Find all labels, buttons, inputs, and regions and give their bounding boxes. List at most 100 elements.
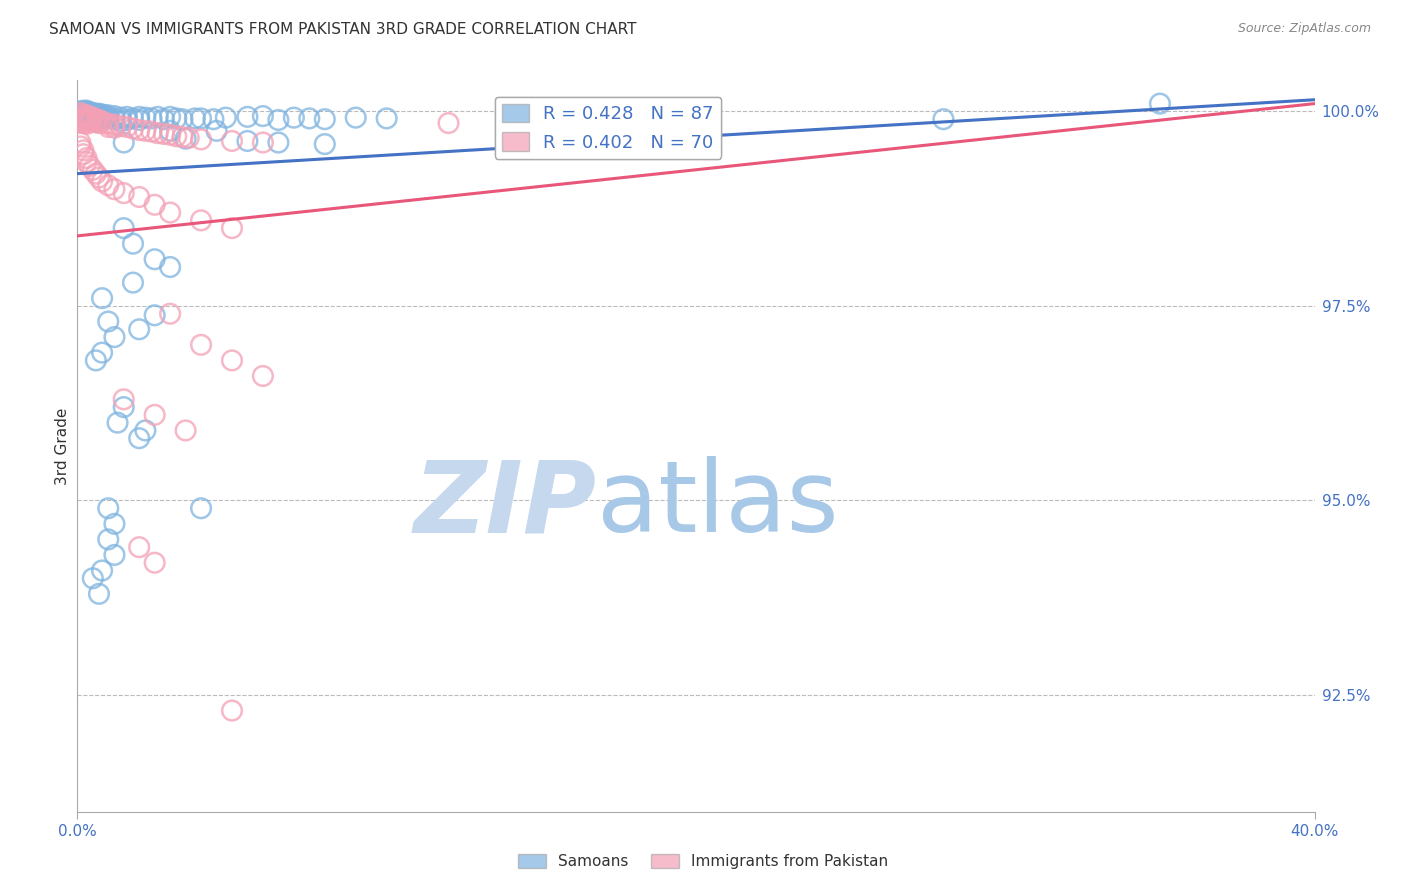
Point bbox=[72, 111, 94, 125]
Point bbox=[205, 124, 228, 138]
Point bbox=[76, 112, 98, 126]
Point bbox=[69, 136, 91, 150]
Point bbox=[76, 155, 98, 169]
Point bbox=[437, 116, 460, 130]
Point bbox=[153, 112, 176, 127]
Point bbox=[84, 107, 107, 121]
Point bbox=[79, 112, 101, 127]
Point bbox=[202, 112, 225, 127]
Point bbox=[221, 134, 243, 148]
Point bbox=[84, 112, 107, 127]
Y-axis label: 3rd Grade: 3rd Grade bbox=[55, 408, 70, 484]
Point bbox=[69, 109, 91, 123]
Point bbox=[103, 118, 125, 132]
Point bbox=[172, 112, 194, 127]
Point bbox=[215, 111, 238, 125]
Point bbox=[236, 110, 259, 124]
Point bbox=[252, 136, 274, 150]
Point bbox=[172, 130, 194, 145]
Point bbox=[79, 105, 101, 120]
Point bbox=[84, 167, 107, 181]
Point bbox=[97, 501, 120, 516]
Point bbox=[91, 114, 114, 128]
Point bbox=[122, 112, 145, 126]
Point bbox=[128, 190, 150, 204]
Point bbox=[97, 120, 120, 134]
Point bbox=[110, 111, 132, 125]
Point bbox=[134, 424, 156, 438]
Point bbox=[221, 221, 243, 235]
Point bbox=[143, 408, 166, 422]
Point bbox=[110, 119, 132, 133]
Point bbox=[94, 108, 117, 122]
Point bbox=[69, 114, 91, 128]
Point bbox=[685, 124, 707, 138]
Point bbox=[103, 330, 125, 344]
Point bbox=[112, 392, 135, 407]
Point bbox=[314, 137, 336, 152]
Point bbox=[190, 338, 212, 352]
Point bbox=[87, 112, 110, 127]
Point bbox=[91, 345, 114, 359]
Point bbox=[69, 104, 91, 119]
Point bbox=[143, 308, 166, 322]
Point bbox=[221, 353, 243, 368]
Point bbox=[112, 136, 135, 150]
Point bbox=[146, 110, 169, 124]
Point bbox=[141, 125, 163, 139]
Point bbox=[190, 112, 212, 126]
Point bbox=[932, 112, 955, 127]
Point bbox=[623, 124, 645, 138]
Point bbox=[87, 116, 110, 130]
Point bbox=[103, 516, 125, 531]
Point bbox=[267, 112, 290, 127]
Point bbox=[87, 112, 110, 127]
Text: SAMOAN VS IMMIGRANTS FROM PAKISTAN 3RD GRADE CORRELATION CHART: SAMOAN VS IMMIGRANTS FROM PAKISTAN 3RD G… bbox=[49, 22, 637, 37]
Point bbox=[84, 109, 107, 123]
Point bbox=[69, 106, 91, 120]
Point bbox=[97, 533, 120, 547]
Point bbox=[69, 106, 91, 120]
Point bbox=[134, 124, 156, 138]
Point bbox=[87, 587, 110, 601]
Point bbox=[69, 107, 91, 121]
Point bbox=[87, 170, 110, 185]
Legend: R = 0.428   N = 87, R = 0.402   N = 70: R = 0.428 N = 87, R = 0.402 N = 70 bbox=[495, 96, 721, 159]
Point bbox=[91, 112, 114, 127]
Point bbox=[283, 111, 305, 125]
Point bbox=[91, 174, 114, 188]
Point bbox=[375, 112, 398, 126]
Point bbox=[103, 120, 125, 135]
Point bbox=[76, 151, 98, 165]
Point bbox=[103, 548, 125, 562]
Point bbox=[128, 322, 150, 336]
Point bbox=[94, 116, 117, 130]
Point bbox=[190, 213, 212, 227]
Point bbox=[87, 107, 110, 121]
Text: Source: ZipAtlas.com: Source: ZipAtlas.com bbox=[1237, 22, 1371, 36]
Point bbox=[146, 126, 169, 140]
Point bbox=[221, 704, 243, 718]
Point bbox=[115, 110, 138, 124]
Point bbox=[190, 501, 212, 516]
Point bbox=[82, 111, 104, 125]
Point bbox=[165, 112, 187, 126]
Point bbox=[79, 112, 101, 127]
Point bbox=[97, 314, 120, 328]
Point bbox=[115, 112, 138, 127]
Point bbox=[112, 400, 135, 414]
Point bbox=[82, 108, 104, 122]
Point bbox=[128, 123, 150, 137]
Point bbox=[103, 182, 125, 196]
Point bbox=[72, 107, 94, 121]
Point bbox=[91, 564, 114, 578]
Point bbox=[314, 112, 336, 127]
Point bbox=[82, 162, 104, 177]
Point bbox=[103, 112, 125, 127]
Point bbox=[103, 109, 125, 123]
Point bbox=[97, 117, 120, 131]
Text: ZIP: ZIP bbox=[413, 456, 598, 553]
Point bbox=[82, 113, 104, 128]
Point bbox=[252, 368, 274, 383]
Point bbox=[236, 134, 259, 148]
